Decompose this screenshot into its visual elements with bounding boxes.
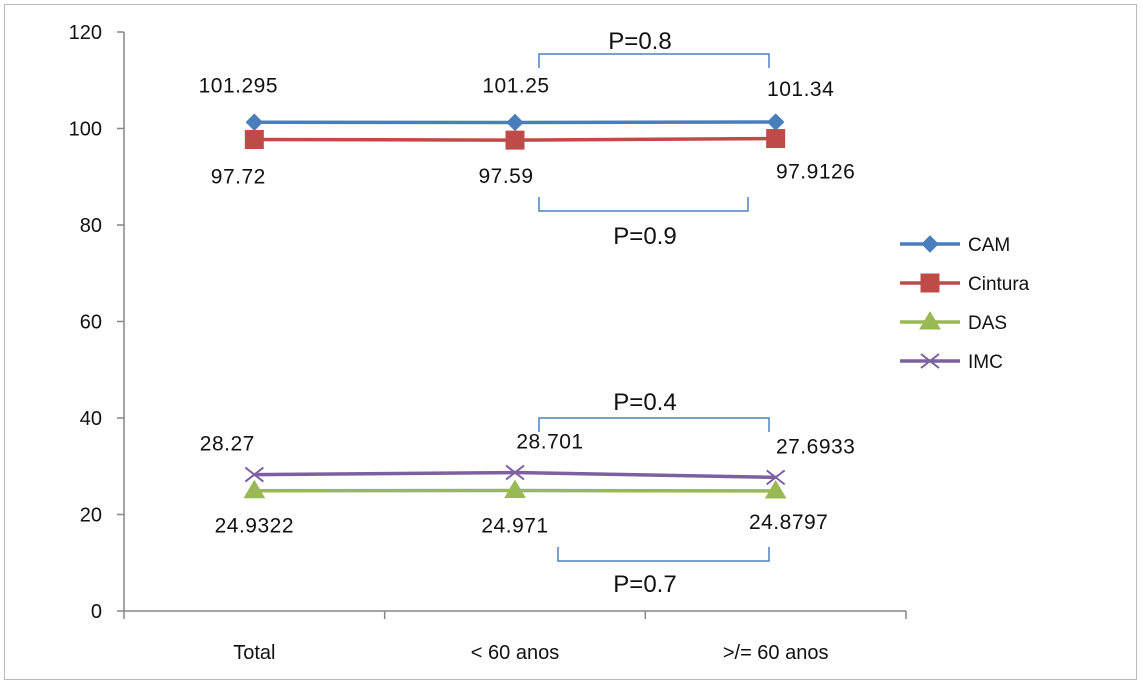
- y-tick-label: 80: [80, 215, 102, 237]
- legend-label-cam: CAM: [968, 235, 1010, 256]
- point-cintura: [766, 129, 786, 149]
- legend-marker-das: [919, 311, 941, 330]
- data-label-cam: 101.295: [199, 74, 278, 97]
- y-tick-label: 40: [80, 408, 102, 430]
- data-label-cam: 101.34: [767, 78, 834, 101]
- y-tick-label: 120: [69, 22, 102, 44]
- data-label-imc: 28.701: [516, 431, 583, 454]
- legend-marker-imc: [920, 353, 940, 369]
- point-das: [243, 479, 266, 499]
- x-tick-label: < 60 anos: [471, 642, 559, 664]
- data-label-das: 24.971: [481, 515, 548, 538]
- data-label-cam: 101.25: [482, 74, 549, 97]
- p-value-label: P=0.8: [608, 28, 671, 55]
- y-tick-label: 60: [80, 312, 102, 334]
- point-cam: [766, 113, 785, 131]
- data-label-cintura: 97.72: [211, 166, 266, 189]
- significance-bracket: [538, 417, 770, 432]
- p-value-label: P=0.4: [613, 389, 676, 416]
- point-imc: [505, 464, 525, 481]
- point-imc: [244, 466, 264, 483]
- data-label-das: 24.8797: [749, 511, 828, 534]
- data-label-imc: 28.27: [200, 433, 255, 456]
- legend-marker-cintura: [920, 273, 940, 293]
- significance-bracket: [538, 53, 770, 68]
- point-cintura: [244, 130, 264, 150]
- point-das: [504, 479, 526, 499]
- significance-bracket: [538, 197, 749, 212]
- y-tick-label: 100: [69, 119, 102, 141]
- legend-marker-cam: [921, 235, 939, 253]
- point-cintura: [505, 130, 525, 150]
- x-tick-label: Total: [233, 642, 275, 664]
- point-cam: [506, 113, 524, 132]
- chart-frame: [4, 4, 1137, 680]
- legend-label-imc: IMC: [968, 352, 1003, 373]
- data-label-cintura: 97.9126: [776, 161, 855, 184]
- data-label-imc: 27.6933: [776, 435, 855, 458]
- p-value-label: P=0.7: [613, 571, 676, 598]
- data-label-das: 24.9322: [215, 515, 294, 538]
- point-das: [764, 479, 787, 499]
- legend-label-cintura: Cintura: [968, 274, 1030, 295]
- legend-label-das: DAS: [968, 313, 1007, 334]
- point-cam: [245, 113, 264, 131]
- y-tick-label: 20: [80, 505, 102, 527]
- y-tick-label: 0: [91, 601, 102, 623]
- x-tick-label: >/= 60 anos: [723, 642, 829, 664]
- point-imc: [766, 469, 786, 486]
- p-value-label: P=0.9: [613, 223, 676, 250]
- data-label-cintura: 97.59: [478, 165, 533, 188]
- significance-bracket: [557, 547, 770, 562]
